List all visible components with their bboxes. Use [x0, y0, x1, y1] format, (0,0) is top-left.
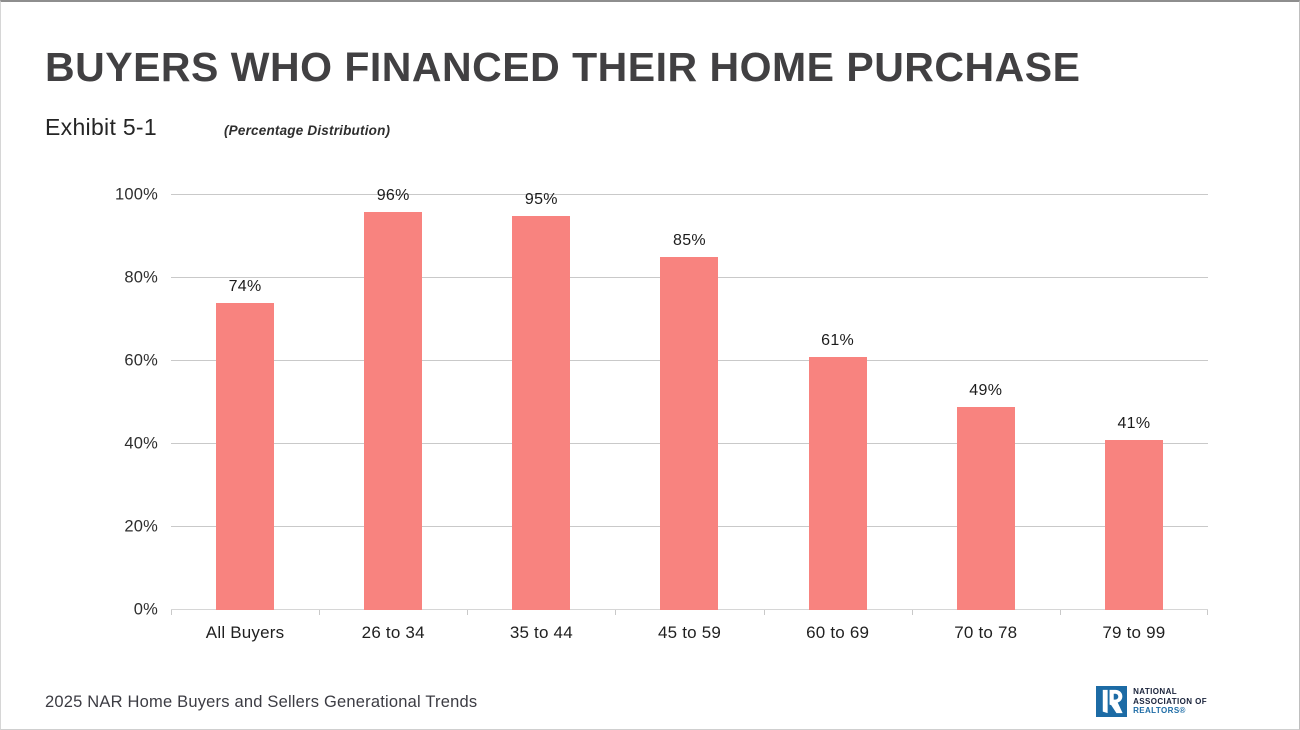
plot-area: 0% 20% 40% 60% 80% 100% 74% All Buyers 96% 26 to …: [115, 186, 1208, 642]
x-axis-tick: [763, 610, 765, 615]
bar-slot: 49% 70 to 78: [911, 195, 1060, 642]
x-axis-tick: [467, 610, 469, 615]
nar-logo-line1: NATIONAL: [1133, 686, 1178, 696]
bar-79-to-99: [1104, 439, 1163, 610]
bar-value-label: 85%: [673, 232, 706, 250]
x-axis-category-label: 45 to 59: [657, 623, 722, 642]
nar-logo-line2: ASSOCIATION OF: [1133, 696, 1207, 706]
exhibit-row: Exhibit 5-1 (Percentage Distribution): [45, 114, 390, 141]
x-axis-category-label: 60 to 69: [806, 623, 870, 642]
bars-container: 74% All Buyers 96% 26 to 34 95% 35 to 44 85% 45…: [171, 187, 1208, 642]
x-axis-tick: [1206, 610, 1208, 615]
bar-slot: 96% 26 to 34: [319, 187, 467, 642]
y-axis-tick-label: 60%: [124, 351, 158, 370]
bar-35-to-44: [512, 215, 571, 610]
x-axis-tick: [1059, 610, 1061, 615]
bar-value-label: 49%: [969, 381, 1003, 399]
bar-slot: 61% 60 to 69: [763, 195, 912, 642]
y-axis-tick-label: 40%: [124, 434, 158, 453]
x-axis-tick: [615, 610, 617, 615]
bar-value-label: 41%: [1117, 414, 1151, 432]
y-axis-tick-label: 20%: [124, 517, 158, 536]
bar-70-to-78: [956, 406, 1015, 610]
page-title: BUYERS WHO FINANCED THEIR HOME PURCHASE: [45, 44, 1081, 90]
gridline: [171, 194, 1208, 195]
bar-slot: 95% 35 to 44: [467, 191, 615, 642]
bar-all-buyers: [216, 302, 275, 610]
bar-value-label: 61%: [821, 331, 855, 349]
bar-26-to-34: [364, 211, 423, 610]
x-axis-tick: [171, 610, 172, 615]
nar-logo-text: NATIONAL ASSOCIATION OF REALTORS®: [1133, 687, 1207, 716]
x-axis-category-label: 26 to 34: [361, 623, 425, 642]
x-axis-tick: [319, 610, 321, 615]
source-citation: 2025 NAR Home Buyers and Sellers Generat…: [45, 693, 478, 711]
bar-slot: 74% All Buyers: [171, 195, 319, 642]
x-axis-category-label: 70 to 78: [954, 623, 1018, 642]
bar-value-label: 96%: [376, 186, 410, 204]
nar-logo: NATIONAL ASSOCIATION OF REALTORS®: [1096, 686, 1207, 717]
x-axis-tick: [911, 610, 913, 615]
x-axis-category-label: 35 to 44: [509, 623, 573, 642]
y-axis-tick-label: 0%: [133, 600, 158, 619]
exhibit-label: Exhibit 5-1: [45, 114, 157, 140]
bar-45-to-59: [660, 257, 719, 610]
y-axis-tick-label: 100%: [114, 185, 158, 204]
bar-slot: 85% 45 to 59: [615, 195, 763, 642]
nar-logo-icon: [1096, 686, 1128, 717]
nar-logo-line3: REALTORS®: [1133, 706, 1186, 716]
y-axis-tick-label: 80%: [124, 268, 158, 287]
bar-value-label: 74%: [228, 277, 262, 295]
bar-value-label: 95%: [524, 190, 558, 208]
bar-60-to-69: [808, 356, 867, 610]
x-axis-category-label: All Buyers: [205, 623, 285, 642]
chart-subtitle: (Percentage Distribution): [223, 123, 391, 138]
x-axis-category-label: 79 to 99: [1102, 623, 1166, 642]
bar-slot: 41% 79 to 99: [1059, 195, 1208, 642]
